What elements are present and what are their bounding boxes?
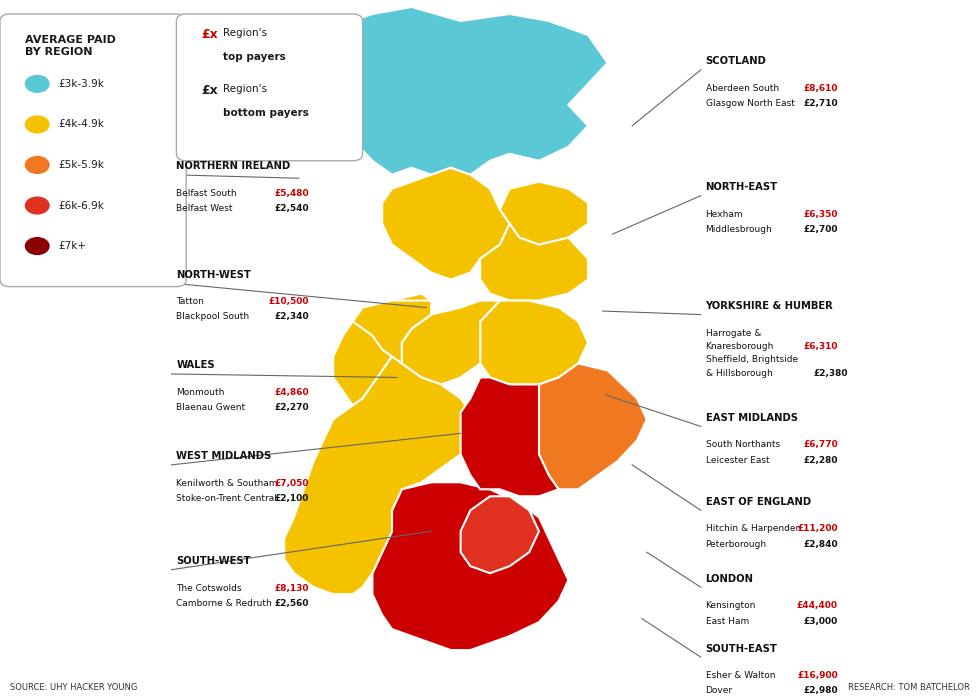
Text: WALES: WALES: [176, 361, 215, 370]
Text: EAST MIDLANDS: EAST MIDLANDS: [706, 413, 798, 423]
Text: £6,350: £6,350: [804, 210, 838, 219]
Text: top payers: top payers: [223, 52, 286, 62]
Polygon shape: [500, 182, 588, 245]
Text: Tatton: Tatton: [176, 297, 204, 306]
Text: Hexham: Hexham: [706, 210, 743, 219]
Text: LONDON: LONDON: [706, 574, 754, 584]
Circle shape: [25, 75, 49, 92]
Text: NORTH-EAST: NORTH-EAST: [706, 182, 778, 192]
Text: Monmouth: Monmouth: [176, 388, 224, 397]
Polygon shape: [372, 482, 568, 650]
Text: Aberdeen South: Aberdeen South: [706, 84, 779, 93]
Text: Region's: Region's: [223, 84, 268, 94]
Text: WEST MIDLANDS: WEST MIDLANDS: [176, 452, 271, 461]
Text: Blackpool South: Blackpool South: [176, 312, 250, 322]
Text: £6,770: £6,770: [804, 440, 838, 449]
Text: £4,860: £4,860: [274, 388, 309, 397]
Text: £2,270: £2,270: [274, 403, 309, 412]
Text: SOURCE: UHY HACKER YOUNG: SOURCE: UHY HACKER YOUNG: [10, 683, 137, 692]
Text: Stoke-on-Trent Central: Stoke-on-Trent Central: [176, 494, 277, 503]
Text: Leicester East: Leicester East: [706, 456, 769, 465]
Text: £2,840: £2,840: [804, 540, 838, 549]
Polygon shape: [539, 363, 647, 489]
Text: NORTH-WEST: NORTH-WEST: [176, 270, 251, 280]
Text: £2,560: £2,560: [274, 599, 309, 608]
Text: £x: £x: [201, 28, 218, 41]
Text: Knaresborough: Knaresborough: [706, 343, 774, 352]
Polygon shape: [353, 301, 431, 363]
Text: £6k-6.9k: £6k-6.9k: [59, 201, 105, 210]
Circle shape: [25, 197, 49, 214]
Text: SCOTLAND: SCOTLAND: [706, 57, 766, 66]
Circle shape: [25, 116, 49, 133]
Text: £2,710: £2,710: [804, 99, 838, 108]
Text: £44,400: £44,400: [797, 601, 838, 610]
Polygon shape: [323, 7, 608, 175]
Text: £2,340: £2,340: [274, 312, 309, 322]
Polygon shape: [382, 168, 510, 280]
Polygon shape: [461, 496, 539, 573]
Text: Kensington: Kensington: [706, 601, 756, 610]
Text: NORTHERN IRELAND: NORTHERN IRELAND: [176, 161, 291, 171]
Text: £10,500: £10,500: [269, 297, 309, 306]
Text: Region's: Region's: [223, 28, 268, 38]
Text: YORKSHIRE & HUMBER: YORKSHIRE & HUMBER: [706, 301, 833, 311]
Text: South Northants: South Northants: [706, 440, 780, 449]
Text: £5k-5.9k: £5k-5.9k: [59, 160, 105, 170]
Text: Sheffield, Brightside: Sheffield, Brightside: [706, 354, 798, 363]
Text: £4k-4.9k: £4k-4.9k: [59, 120, 105, 129]
Text: Dover: Dover: [706, 686, 733, 696]
FancyBboxPatch shape: [0, 14, 186, 287]
Polygon shape: [402, 301, 500, 384]
Polygon shape: [461, 377, 559, 496]
Text: £2,100: £2,100: [274, 494, 309, 503]
Text: SOUTH-EAST: SOUTH-EAST: [706, 644, 777, 654]
Text: Glasgow North East: Glasgow North East: [706, 99, 795, 108]
Text: Camborne & Redruth: Camborne & Redruth: [176, 599, 272, 608]
Text: The Cotswolds: The Cotswolds: [176, 584, 242, 593]
Text: £8,130: £8,130: [274, 584, 309, 593]
Text: £8,610: £8,610: [804, 84, 838, 93]
Text: £7,050: £7,050: [274, 479, 309, 488]
Polygon shape: [284, 343, 470, 594]
Text: £3,000: £3,000: [804, 617, 838, 626]
Text: £3k-3.9k: £3k-3.9k: [59, 79, 105, 89]
Polygon shape: [480, 224, 588, 301]
Text: Belfast South: Belfast South: [176, 189, 237, 198]
Text: & Hillsborough: & Hillsborough: [706, 368, 772, 377]
Text: £7k+: £7k+: [59, 241, 87, 251]
Polygon shape: [333, 294, 431, 405]
Circle shape: [25, 238, 49, 254]
Text: Belfast West: Belfast West: [176, 204, 233, 213]
Text: £2,700: £2,700: [804, 225, 838, 234]
Text: Hitchin & Harpenden: Hitchin & Harpenden: [706, 524, 801, 533]
FancyBboxPatch shape: [176, 14, 363, 161]
Text: RESEARCH: TOM BATCHELOR: RESEARCH: TOM BATCHELOR: [849, 683, 970, 692]
Text: £2,280: £2,280: [804, 456, 838, 465]
Text: £11,200: £11,200: [798, 524, 838, 533]
Text: SOUTH-WEST: SOUTH-WEST: [176, 556, 251, 566]
Text: £6,310: £6,310: [804, 343, 838, 352]
Text: £2,540: £2,540: [274, 204, 309, 213]
Text: East Ham: East Ham: [706, 617, 749, 626]
Text: EAST OF ENGLAND: EAST OF ENGLAND: [706, 497, 810, 507]
Circle shape: [25, 157, 49, 173]
Text: Peterborough: Peterborough: [706, 540, 766, 549]
Text: £x: £x: [201, 84, 218, 97]
Text: bottom payers: bottom payers: [223, 108, 310, 118]
Text: Middlesbrough: Middlesbrough: [706, 225, 772, 234]
Text: Esher & Walton: Esher & Walton: [706, 671, 775, 680]
Text: Kenilworth & Southam: Kenilworth & Southam: [176, 479, 278, 488]
Text: £2,980: £2,980: [804, 686, 838, 696]
Polygon shape: [480, 301, 588, 384]
Text: £16,900: £16,900: [797, 671, 838, 680]
Text: Harrogate &: Harrogate &: [706, 329, 761, 338]
Polygon shape: [274, 126, 343, 161]
Text: £5,480: £5,480: [274, 189, 309, 198]
Text: £2,380: £2,380: [813, 368, 848, 377]
Text: AVERAGE PAID
BY REGION: AVERAGE PAID BY REGION: [24, 35, 116, 57]
Text: Blaenau Gwent: Blaenau Gwent: [176, 403, 246, 412]
